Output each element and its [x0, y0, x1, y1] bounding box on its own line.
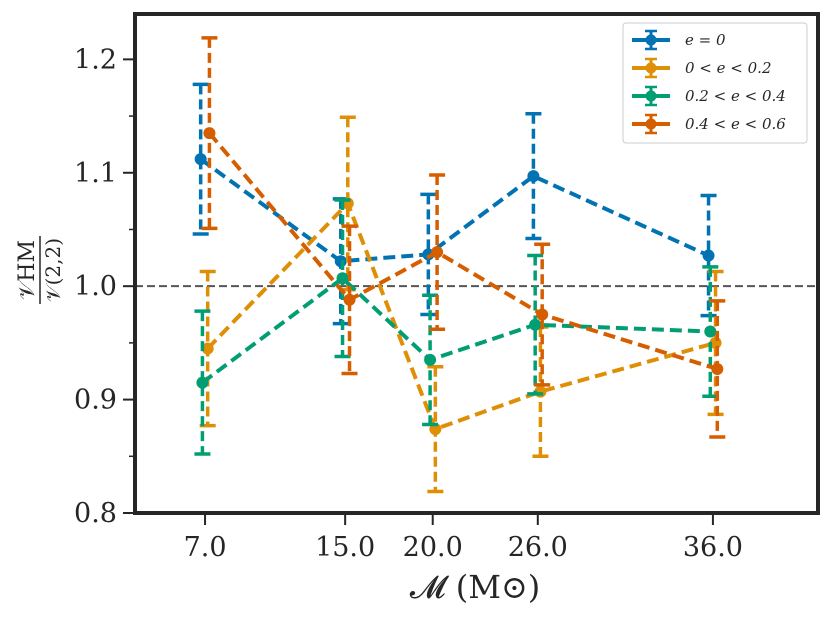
- plot-area: [135, 36, 818, 494]
- data-point: [334, 255, 347, 268]
- y-tick-label: 0.9: [74, 385, 117, 416]
- plot-frame: [133, 12, 820, 515]
- x-tick-label: 15.0: [315, 532, 375, 563]
- series-3: [201, 36, 726, 439]
- data-point: [431, 246, 444, 259]
- data-point: [336, 272, 349, 285]
- series-line: [207, 131, 718, 371]
- series-line: [206, 199, 717, 432]
- data-point: [203, 127, 216, 140]
- y-tick-label: 0.8: [74, 498, 117, 529]
- data-point: [201, 342, 214, 355]
- data-point: [704, 325, 717, 338]
- y-axis-label-denominator: 𝒱(2,2): [41, 238, 65, 302]
- x-tick-label: 36.0: [683, 532, 743, 563]
- data-point: [529, 318, 542, 331]
- legend-item-1: 0 < e < 0.2: [632, 57, 771, 79]
- legend-item-2: 0.2 < e < 0.4: [632, 85, 786, 107]
- data-point: [424, 353, 437, 366]
- legend-label: 0 < e < 0.2: [685, 59, 771, 77]
- data-point: [343, 293, 356, 306]
- x-tick-label: 7.0: [184, 532, 227, 563]
- legend-label: 0.2 < e < 0.4: [685, 87, 786, 105]
- x-tick-label: 20.0: [403, 532, 463, 563]
- x-axis-label: 𝓜 (M⊙): [410, 568, 541, 606]
- legend-marker: [645, 34, 657, 46]
- legend-item-0: e = 0: [632, 29, 726, 51]
- data-point: [536, 308, 549, 321]
- legend: e = 0 0 < e < 0.2 0.2 < e < 0.4 0.4 < e < 0…: [622, 22, 808, 144]
- y-axis-label-numerator: 𝒱HM: [15, 240, 40, 300]
- y-axis-label: 𝒱HM 𝒱(2,2): [15, 236, 65, 304]
- data-point: [702, 249, 715, 262]
- y-tick-label: 1.0: [74, 271, 117, 302]
- legend-marker: [645, 62, 657, 74]
- legend-label: e = 0: [685, 31, 726, 49]
- data-point: [196, 376, 209, 389]
- data-point: [711, 362, 724, 375]
- data-point: [194, 153, 207, 166]
- legend-box: [622, 22, 808, 144]
- series-0: [192, 82, 717, 326]
- series-2: [194, 198, 719, 456]
- series-line: [199, 157, 710, 264]
- legend-marker: [645, 118, 657, 130]
- legend-label: 0.4 < e < 0.6: [685, 115, 786, 133]
- legend-marker: [645, 90, 657, 102]
- y-tick-label: 1.2: [74, 44, 117, 75]
- x-tick-label: 26.0: [508, 532, 568, 563]
- series-1: [199, 115, 724, 494]
- legend-item-3: 0.4 < e < 0.6: [632, 113, 786, 135]
- data-point: [527, 170, 540, 183]
- axes: 0.8 0.9 1.0 1.1 1.2 7.0 15.0 20.0 26.0 36.0: [74, 12, 820, 563]
- y-tick-label: 1.1: [74, 158, 117, 189]
